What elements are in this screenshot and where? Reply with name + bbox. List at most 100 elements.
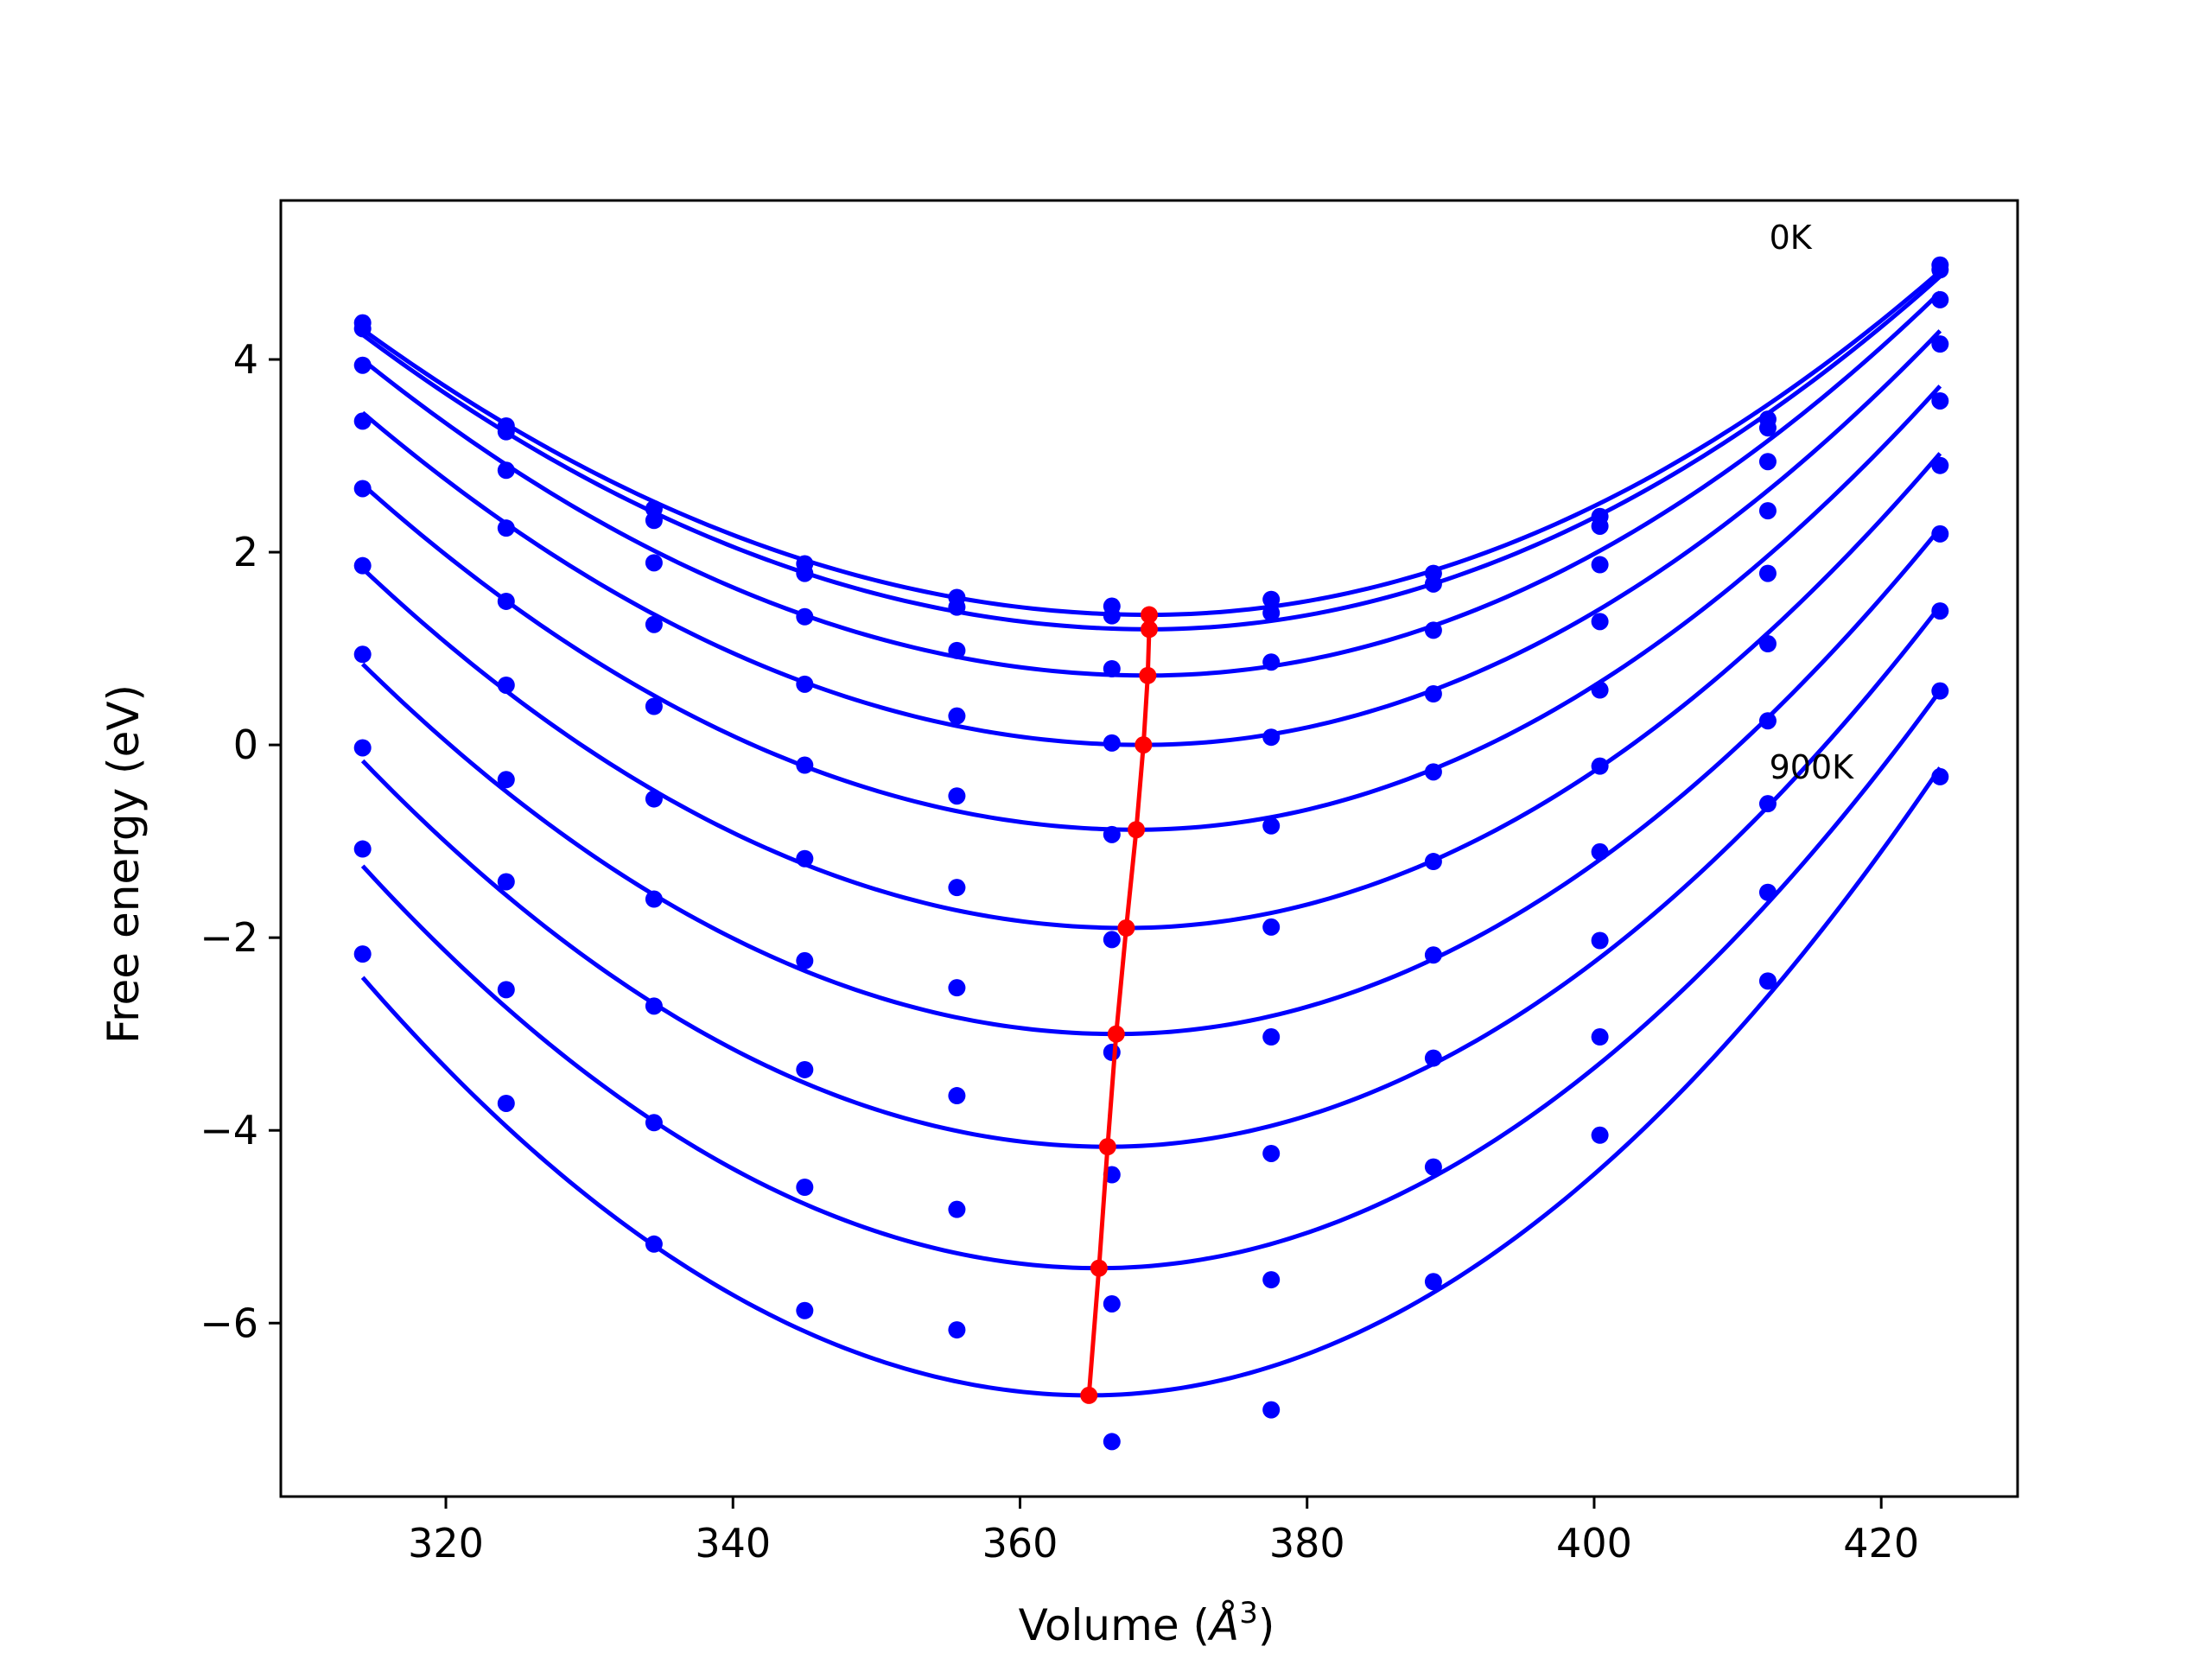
data-point-9-5 — [1103, 1433, 1121, 1451]
data-point-7-2 — [645, 997, 663, 1015]
data-point-1-6 — [1262, 604, 1281, 622]
data-point-3-0 — [353, 412, 372, 430]
fit-curve-6 — [360, 526, 1942, 1037]
y-tick-label-0: −6 — [200, 1300, 258, 1346]
data-point-1-0 — [353, 320, 372, 338]
x-axis-label-exponent: 3 — [1239, 1596, 1258, 1630]
data-point-6-3 — [796, 951, 814, 969]
data-point-7-8 — [1591, 931, 1609, 950]
data-point-2-0 — [353, 356, 372, 374]
data-point-3-3 — [796, 675, 814, 693]
data-point-4-1 — [497, 592, 515, 610]
data-point-9-2 — [645, 1235, 663, 1253]
data-point-5-10 — [1931, 456, 1949, 474]
x-tick-label-4: 400 — [1556, 1520, 1632, 1567]
data-point-7-4 — [948, 1087, 966, 1105]
data-point-6-4 — [948, 979, 966, 997]
data-point-7-7 — [1424, 1049, 1442, 1067]
x-tick-label-0: 320 — [408, 1520, 484, 1567]
fit-curve-4 — [361, 385, 1942, 832]
fit-curve-5 — [360, 452, 1942, 931]
y-tick-label-1: −4 — [200, 1107, 258, 1154]
data-point-4-0 — [353, 480, 372, 498]
annotation-0: 0K — [1770, 219, 1813, 257]
data-point-4-4 — [948, 787, 966, 805]
data-point-5-5 — [1103, 931, 1121, 949]
x-tick-label-3: 380 — [1269, 1520, 1345, 1567]
data-point-7-1 — [497, 873, 515, 891]
data-point-1-4 — [948, 598, 966, 616]
data-point-5-1 — [497, 676, 515, 694]
x-axis-label-unit: Å — [1207, 1600, 1239, 1650]
data-point-9-10 — [1931, 767, 1949, 785]
data-point-3-9 — [1758, 502, 1777, 520]
annotation-1: 900K — [1770, 748, 1855, 786]
y-tick-label-3: 0 — [233, 721, 258, 768]
data-point-1-9 — [1758, 419, 1777, 437]
data-point-3-10 — [1931, 335, 1949, 353]
data-point-3-4 — [948, 707, 966, 725]
data-point-8-4 — [948, 1200, 966, 1218]
minimum-point-2 — [1139, 666, 1157, 684]
data-point-2-4 — [948, 641, 966, 659]
data-point-2-9 — [1758, 453, 1777, 471]
data-point-2-5 — [1103, 660, 1121, 678]
data-point-4-10 — [1931, 391, 1949, 410]
data-point-8-10 — [1931, 682, 1949, 700]
data-point-2-10 — [1931, 290, 1949, 308]
data-point-8-1 — [497, 981, 515, 999]
data-point-7-9 — [1758, 795, 1777, 813]
minimum-line — [1086, 614, 1152, 1396]
minimum-point-6 — [1107, 1025, 1125, 1043]
data-point-4-7 — [1424, 763, 1442, 781]
minimum-point-1 — [1141, 620, 1158, 639]
data-point-2-2 — [645, 554, 663, 572]
data-point-6-7 — [1424, 946, 1442, 964]
data-point-2-3 — [796, 607, 814, 626]
y-tick-label-5: 4 — [233, 336, 258, 383]
data-point-4-2 — [645, 697, 663, 715]
data-point-9-1 — [497, 1094, 515, 1112]
axes-layer: 320 340 360 380 400 420 −6 −4 −2 0 2 4 0K 900K — [200, 219, 1919, 1567]
x-axis-label-end: ) — [1258, 1600, 1275, 1650]
minimum-point-3 — [1135, 736, 1153, 754]
y-tick-label-4: 2 — [233, 529, 258, 575]
minimum-point-8 — [1090, 1259, 1108, 1277]
data-point-7-0 — [353, 739, 372, 757]
data-point-3-2 — [645, 615, 663, 633]
data-point-9-7 — [1424, 1273, 1442, 1291]
data-point-6-5 — [1103, 1043, 1121, 1061]
data-point-1-8 — [1591, 517, 1609, 535]
data-point-1-2 — [645, 512, 663, 530]
x-axis-label: Volume (Å3) — [1019, 1596, 1275, 1650]
data-point-8-9 — [1758, 883, 1777, 901]
data-point-5-0 — [353, 556, 372, 575]
fit-curve-9 — [360, 766, 1942, 1398]
data-point-7-10 — [1931, 602, 1949, 620]
data-point-3-1 — [497, 519, 515, 537]
data-point-8-5 — [1103, 1294, 1121, 1313]
minimum-point-4 — [1128, 821, 1146, 839]
data-point-6-10 — [1931, 524, 1949, 543]
y-tick-label-2: −2 — [200, 914, 258, 961]
data-point-0-6 — [1262, 590, 1281, 608]
data-point-2-1 — [497, 461, 515, 480]
data-point-5-4 — [948, 879, 966, 897]
plot-frame — [279, 199, 2019, 1498]
data-point-6-8 — [1591, 842, 1609, 861]
data-point-7-6 — [1262, 1144, 1281, 1162]
data-point-5-2 — [645, 790, 663, 808]
data-point-3-6 — [1262, 728, 1281, 747]
data-point-8-7 — [1424, 1158, 1442, 1176]
data-point-4-3 — [796, 756, 814, 774]
data-point-5-3 — [796, 849, 814, 868]
data-point-9-6 — [1262, 1401, 1281, 1419]
data-point-6-0 — [353, 645, 372, 664]
minimum-point-9 — [1080, 1386, 1098, 1404]
data-point-2-8 — [1591, 556, 1609, 574]
data-layer — [353, 256, 1949, 1451]
y-axis-label: Free energy (eV) — [99, 684, 149, 1044]
data-point-3-7 — [1424, 685, 1442, 703]
data-point-9-9 — [1758, 972, 1777, 990]
